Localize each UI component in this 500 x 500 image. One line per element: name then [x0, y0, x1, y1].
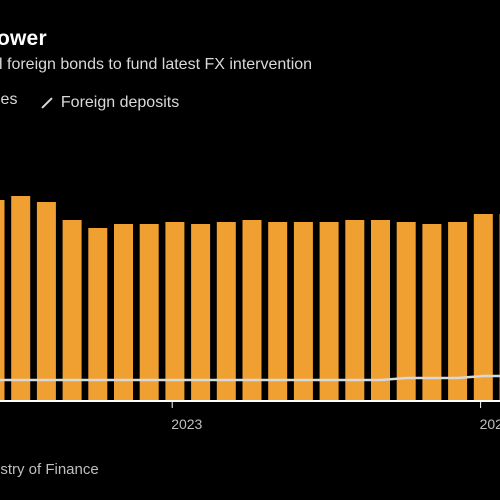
bar	[242, 220, 262, 400]
bar	[139, 224, 159, 400]
bar	[62, 220, 82, 400]
bar	[345, 220, 365, 400]
bar	[293, 222, 313, 400]
legend: les Foreign deposits	[0, 91, 179, 112]
series-line-foreign-deposits	[0, 374, 500, 382]
bar	[216, 222, 236, 400]
chart-subtitle: l foreign bonds to fund latest FX interv…	[0, 56, 313, 73]
legend-item-foreign-deposits: Foreign deposits	[40, 94, 179, 112]
bar	[448, 222, 468, 400]
bar	[11, 196, 31, 400]
bar	[88, 228, 108, 400]
bar	[36, 202, 56, 400]
bar	[473, 214, 493, 400]
bar	[114, 224, 133, 400]
legend-label-foreign-deposits: Foreign deposits	[60, 94, 180, 111]
x-tick-label: 2023	[171, 416, 202, 432]
bar	[319, 222, 339, 400]
bar	[268, 222, 288, 400]
legend-label-bars: les	[0, 91, 18, 108]
bar	[165, 222, 185, 400]
bar	[422, 224, 442, 400]
bar	[191, 224, 211, 400]
legend-item-bars: les	[0, 91, 17, 109]
source-note: istry of Finance	[0, 461, 99, 478]
bar	[371, 220, 390, 400]
chart-title: ower	[0, 27, 47, 50]
bar	[396, 222, 416, 400]
x-tick-label: 202	[480, 416, 500, 432]
bar	[0, 200, 5, 400]
